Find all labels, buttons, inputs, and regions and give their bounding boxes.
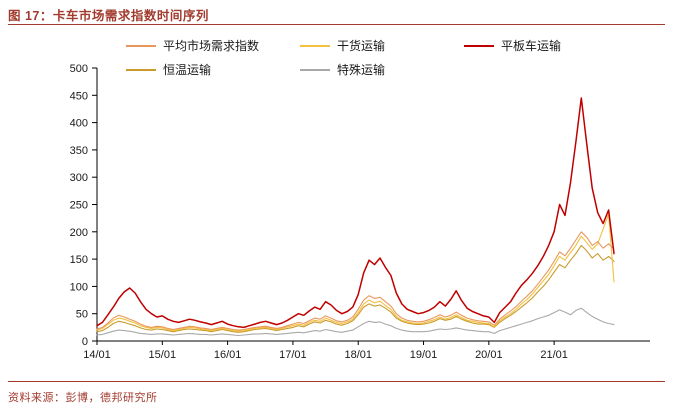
legend-label-dry-goods: 干货运输 xyxy=(337,39,386,53)
legend-label-temperature-controlled: 恒温运输 xyxy=(163,63,212,77)
special-line-swatch xyxy=(300,68,330,71)
legend-item-temperature-controlled: 恒温运输 xyxy=(126,60,300,79)
legend-item-average-index: 平均市场需求指数 xyxy=(126,36,300,55)
temperature-controlled-line-swatch xyxy=(126,68,156,71)
y-tick-label: 150 xyxy=(70,254,88,266)
y-tick-label: 250 xyxy=(70,200,88,212)
legend-label-flatbed: 平板车运输 xyxy=(501,39,562,53)
series-line-0 xyxy=(96,231,615,331)
x-tick-label: 15/01 xyxy=(149,349,177,361)
series-line-3 xyxy=(96,244,615,333)
chart-legend: 平均市场需求指数 干货运输 平板车运输 恒温运输 特殊运输 xyxy=(126,36,561,79)
x-tick-label: 16/01 xyxy=(214,349,242,361)
title-divider xyxy=(8,24,665,25)
legend-item-special: 特殊运输 xyxy=(300,60,464,79)
x-tick-label: 21/01 xyxy=(540,349,568,361)
y-tick-label: 450 xyxy=(70,90,88,102)
figure-title: 图 17：卡车市场需求指数时间序列 xyxy=(8,9,209,23)
y-tick-label: 0 xyxy=(82,336,88,348)
series-line-2 xyxy=(96,97,615,329)
y-tick-label: 50 xyxy=(76,309,88,321)
y-tick-label: 350 xyxy=(70,145,88,157)
legend-item-flatbed: 平板车运输 xyxy=(464,36,561,55)
source-note: 资料来源：彭博，德邦研究所 xyxy=(8,392,158,404)
chart-area: 0 50 100 150 200 250 300 350 400 450 500 14/01 15/01… xyxy=(0,28,673,380)
source-divider xyxy=(8,381,665,382)
legend-item-dry-goods: 干货运输 xyxy=(300,36,464,55)
y-tick-label: 400 xyxy=(70,118,88,130)
flatbed-line-swatch xyxy=(464,44,494,47)
dry-goods-line-swatch xyxy=(300,44,330,47)
y-tick-label: 200 xyxy=(70,227,88,239)
series-line-1 xyxy=(96,213,615,332)
legend-label-average-index: 平均市场需求指数 xyxy=(163,39,260,53)
x-tick-label: 14/01 xyxy=(83,349,111,361)
series-line-4 xyxy=(96,307,615,337)
average-index-line-swatch xyxy=(126,44,156,47)
legend-label-special: 特殊运输 xyxy=(337,63,386,77)
y-tick-label: 100 xyxy=(70,281,88,293)
x-tick-label: 19/01 xyxy=(410,349,438,361)
x-tick-label: 17/01 xyxy=(279,349,307,361)
y-tick-label: 300 xyxy=(70,172,88,184)
x-tick-label: 20/01 xyxy=(475,349,503,361)
x-tick-label: 18/01 xyxy=(344,349,372,361)
y-tick-label: 500 xyxy=(70,63,88,75)
chart-svg: 0 50 100 150 200 250 300 350 400 450 500 14/01 15/01… xyxy=(70,63,650,361)
